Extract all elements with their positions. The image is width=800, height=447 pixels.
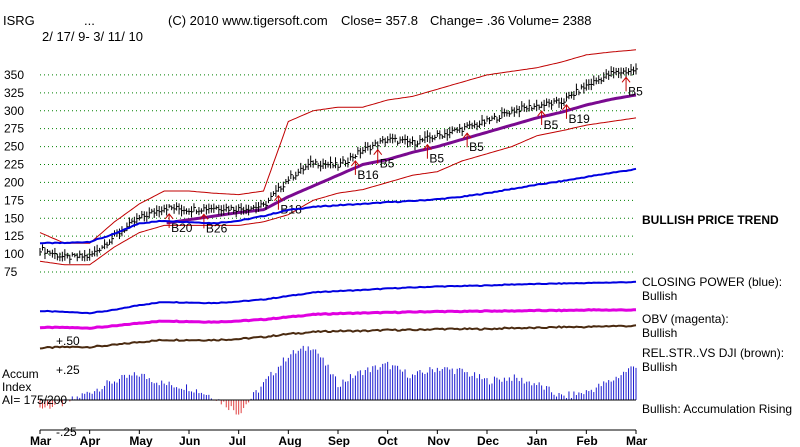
y-tick-350: 350 (4, 68, 24, 82)
y-tick-225: 225 (4, 158, 24, 172)
y-tick-200: 200 (4, 175, 24, 189)
x-tick-May: May (129, 434, 153, 447)
x-tick-Oct: Oct (378, 434, 398, 447)
signal-label-B5: B5 (544, 118, 559, 132)
accum-subtitle: Index (2, 380, 31, 394)
accum-minus25-label: -.25 (56, 425, 77, 439)
x-tick-Apr: Apr (80, 434, 101, 447)
signal-label-B26: B26 (206, 221, 228, 235)
accum-ai-label: AI= 175/200 (2, 393, 67, 407)
symbol-label: ISRG (3, 13, 35, 28)
obv-title: OBV (magenta): (642, 312, 729, 326)
y-tick-275: 275 (4, 122, 24, 136)
rel-strength-title: REL.STR..VS DJI (brown): (642, 346, 784, 360)
x-tick-Aug: Aug (278, 434, 301, 447)
obv-status: Bullish (642, 326, 677, 340)
signal-label-B5: B5 (429, 152, 444, 166)
moving-average-line (166, 93, 637, 225)
signal-arrowhead-B19 (562, 104, 571, 111)
y-tick-100: 100 (4, 247, 24, 261)
accumulation-plot (39, 345, 637, 415)
rel-strength-status: Bullish (642, 360, 677, 374)
signal-label-B5: B5 (469, 140, 484, 154)
lower-band-line (39, 117, 637, 266)
y-tick-125: 125 (4, 229, 24, 243)
x-tick-Jan: Jan (527, 434, 548, 447)
date-range-label: 2/ 17/ 9- 3/ 11/ 10 (42, 29, 143, 44)
accum-status: Bullish: Accumulation Rising (642, 402, 792, 416)
y-tick-300: 300 (4, 104, 24, 118)
y-tick-150: 150 (4, 211, 24, 225)
x-tick-Sep: Sep (328, 434, 350, 447)
accum-plus50-label: +.50 (56, 334, 80, 348)
signal-arrowhead-B5 (423, 143, 432, 151)
x-tick-Jul: Jul (229, 434, 246, 447)
signal-label-B19: B19 (568, 112, 590, 126)
y-tick-75: 75 (4, 265, 18, 279)
signal-arrowhead-B5 (462, 132, 472, 139)
signal-arrowhead-B16 (350, 160, 360, 167)
x-tick-Dec: Dec (477, 434, 499, 447)
signal-arrowhead-B18 (274, 194, 283, 202)
closing-power-line (39, 280, 637, 315)
y-tick-325: 325 (4, 86, 24, 100)
header-dots: ... (84, 13, 95, 28)
upper-band-line (39, 49, 637, 244)
price-axis: 75 100 125 150 175 200 225 250 275 300 325 350 (4, 68, 24, 279)
x-tick-Feb: Feb (576, 434, 597, 447)
signal-label-B5: B5 (380, 157, 395, 171)
signal-label-B20: B20 (171, 221, 193, 235)
x-tick-Jun: Jun (179, 434, 200, 447)
x-tick-Mar: Mar (626, 434, 648, 447)
change-label: Change= .36 (430, 13, 505, 28)
price-trend-line (39, 167, 637, 245)
x-tick-Mar: Mar (30, 434, 52, 447)
closing-power-title: CLOSING POWER (blue): (642, 275, 782, 289)
copyright-label: (C) 2010 www.tigersoft.com (168, 13, 328, 28)
signal-label-B16: B16 (357, 168, 379, 182)
trend-label: BULLISH PRICE TREND (642, 213, 779, 227)
x-tick-Nov: Nov (427, 434, 450, 447)
signal-arrowhead-B5 (537, 110, 547, 117)
month-axis: Mar Apr May Jun Jul Aug Sep Oct Nov Dec Jan Feb Mar (30, 429, 648, 447)
price-bars (39, 63, 638, 264)
price-plot (39, 49, 638, 266)
signal-arrowhead-B5 (621, 76, 631, 83)
close-label: Close= 357.8 (341, 13, 418, 28)
signal-arrowhead-B5 (373, 148, 383, 156)
relative-strength-line (39, 324, 637, 350)
y-tick-250: 250 (4, 140, 24, 154)
signal-arrowhead-B26 (199, 213, 209, 220)
indicator-plots (39, 167, 637, 350)
accum-title: Accum (2, 367, 39, 381)
closing-power-status: Bullish (642, 289, 677, 303)
volume-label: Volume= 2388 (508, 13, 591, 28)
signal-label-B5: B5 (628, 84, 643, 98)
accum-plus25-label: +.25 (56, 363, 80, 377)
obv-line (39, 308, 637, 330)
y-tick-175: 175 (4, 193, 24, 207)
signal-arrowhead-B20 (164, 213, 174, 220)
